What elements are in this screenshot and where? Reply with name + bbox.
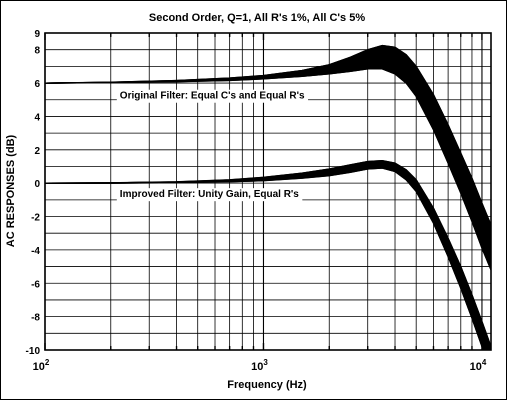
y-tick-label-5: 0 [34,179,40,190]
x-tick-exponent-0: 2 [45,358,50,367]
y-tick-label-10: -10 [26,346,41,357]
x-tick-exponent-1: 3 [263,358,268,367]
y-tick-label-1: 8 [34,46,40,57]
plot-frame [44,32,492,351]
y-tick-label-6: -2 [31,213,40,224]
annotation-1: Improved Filter: Unity Gain, Equal R's [120,189,300,200]
y-tick-label-8: -6 [31,279,40,290]
x-tick-label-0: 102 [33,358,50,373]
y-tick-label-4: 2 [34,146,40,157]
y-tick-label-0: 9 [34,29,40,40]
annotation-0: Original Filter: Equal C's and Equal R's [120,91,305,102]
x-tick-base-2: 10 [470,361,482,373]
annotation-bg-1 [116,188,303,202]
annotation-bg-0 [116,89,309,103]
chart-title: Second Order, Q=1, All R's 1%, All C's 5… [149,12,365,24]
x-tick-base-1: 10 [251,361,263,373]
x-tick-label-1: 103 [251,358,268,373]
y-tick-label-2: 6 [34,79,40,90]
x-tick-exponent-2: 4 [482,358,487,367]
series-1-trace-6 [45,167,484,350]
y-tick-label-9: -8 [31,313,40,324]
x-tick-base-0: 10 [33,361,45,373]
y-tick-label-3: 4 [34,112,40,123]
series-0-trace-6 [45,68,491,271]
y-tick-label-7: -4 [31,246,40,257]
x-axis-label: Frequency (Hz) [227,379,307,391]
x-tick-label-2: 104 [470,358,487,373]
y-axis-label: AC RESPONSES (dB) [5,134,17,247]
